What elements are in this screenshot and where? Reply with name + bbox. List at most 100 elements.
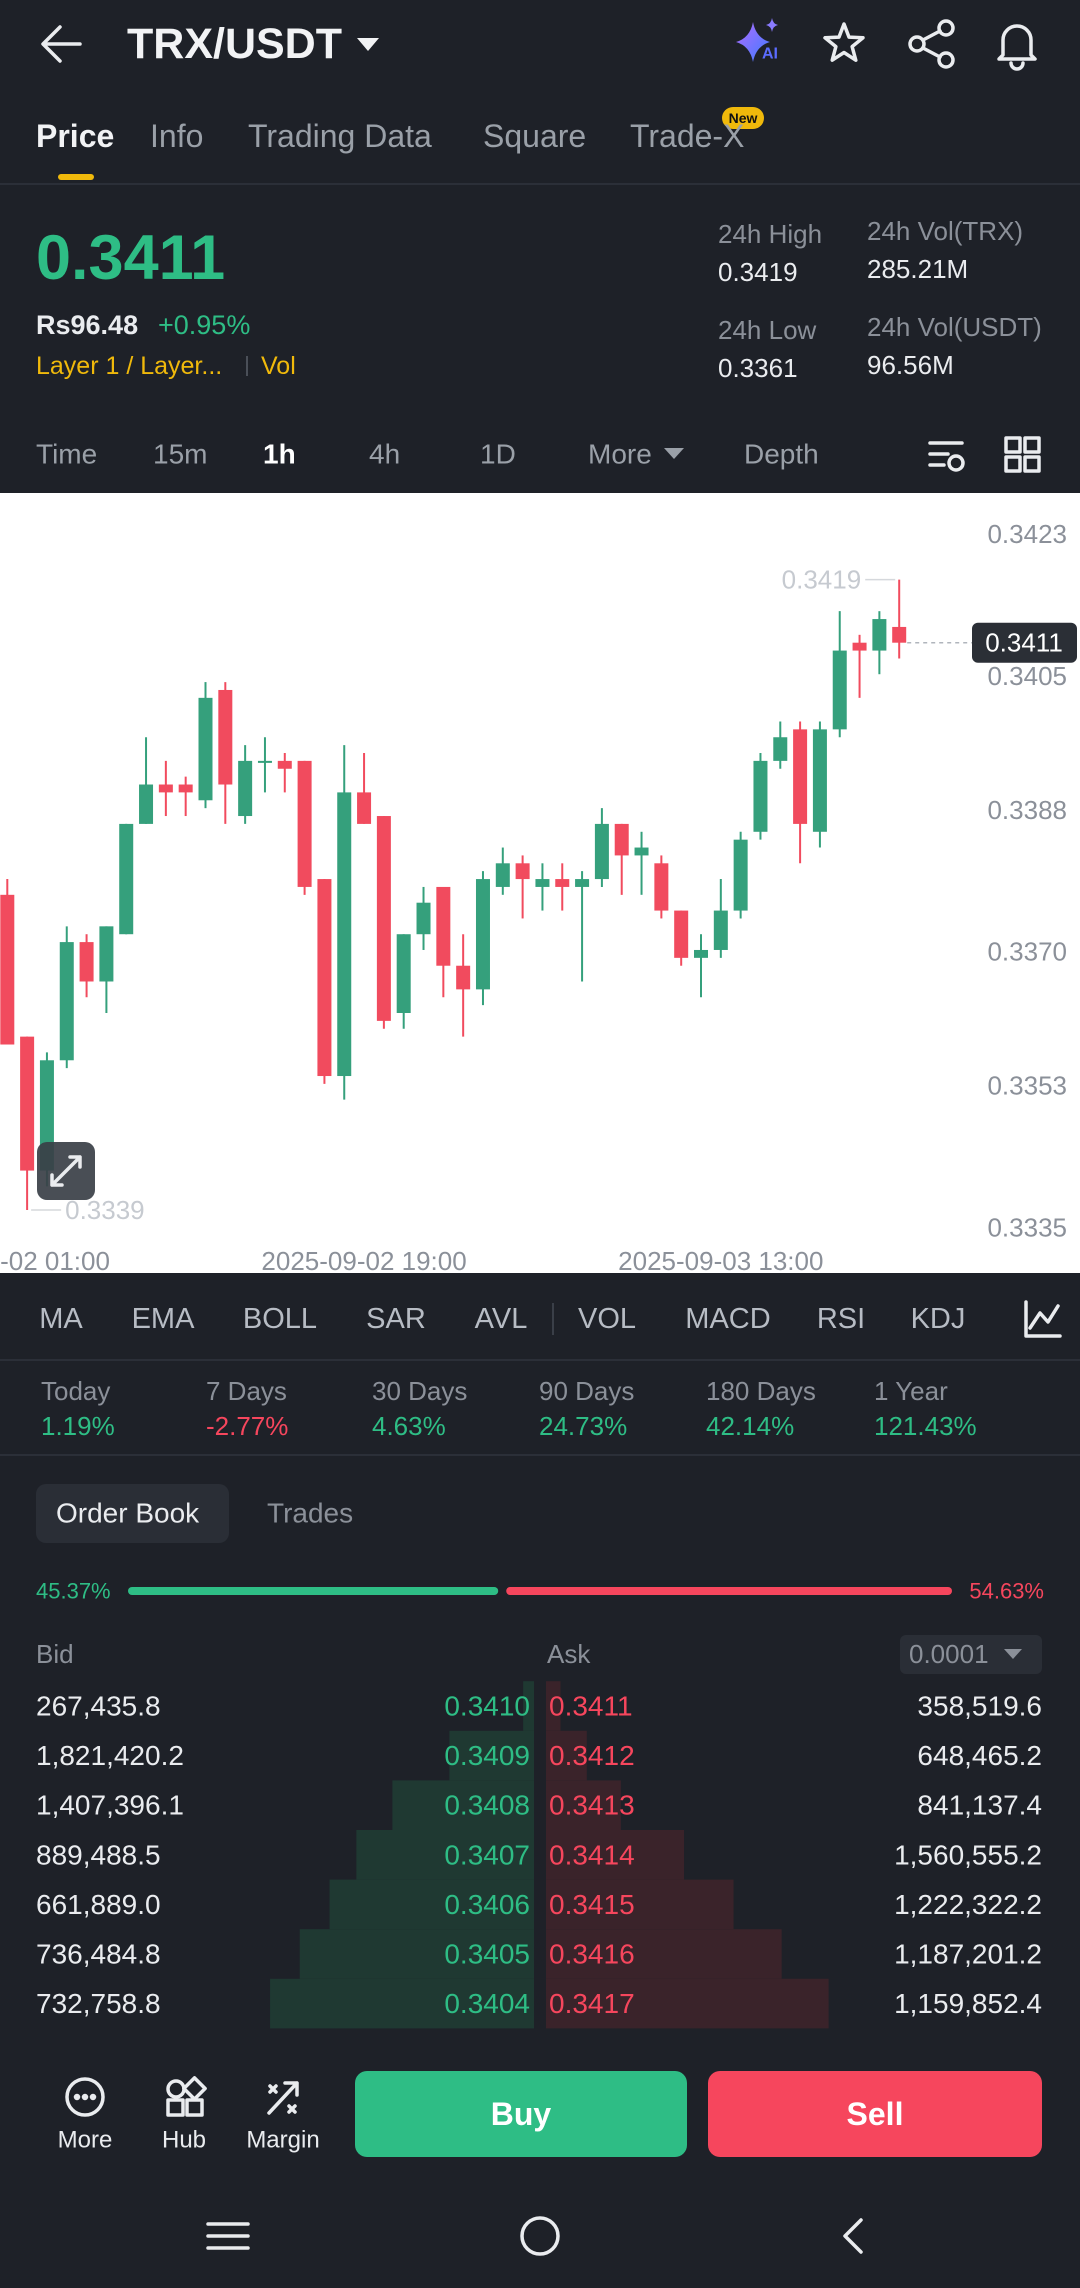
interval[interactable]: 1D (480, 439, 516, 470)
ask-depth-bar (546, 1730, 587, 1781)
ask-header: Ask (547, 1639, 591, 1669)
action-label[interactable]: More (58, 2127, 113, 2154)
ask-price[interactable]: 0.3414 (549, 1839, 635, 1870)
bid-quantity: 267,435.8 (36, 1691, 161, 1722)
tab[interactable]: Price (36, 118, 114, 154)
indicator-settings[interactable] (1024, 1300, 1062, 1338)
fullscreen-button[interactable] (37, 1142, 95, 1200)
y-tick-label: 0.3335 (987, 1212, 1067, 1242)
nav-home[interactable] (520, 2216, 560, 2256)
chart-settings-button[interactable] (928, 441, 965, 472)
indicator[interactable]: MACD (685, 1303, 770, 1335)
new-badge (722, 107, 764, 129)
layout-button[interactable] (1004, 436, 1041, 473)
candle-body (535, 879, 550, 887)
share-button[interactable] (908, 19, 955, 69)
bid-price[interactable]: 0.3406 (444, 1889, 530, 1920)
last-price-tag (972, 622, 1077, 663)
book-tab[interactable]: Order Book (56, 1498, 200, 1529)
candle-body (773, 737, 788, 761)
bid-ratio: 45.37% (36, 1579, 111, 1604)
favorite-button[interactable] (823, 22, 865, 62)
period-value: -2.77% (206, 1411, 288, 1441)
indicator[interactable]: BOLL (243, 1303, 317, 1335)
candle-body (178, 784, 193, 793)
hub-icon[interactable] (166, 2076, 207, 2117)
bid-price[interactable]: 0.3410 (444, 1691, 530, 1722)
candle-body (198, 697, 213, 801)
ask-depth-bar (546, 1978, 829, 2029)
ask-price[interactable]: 0.3413 (549, 1790, 635, 1821)
tab[interactable]: Info (150, 118, 203, 154)
tag[interactable]: Layer 1 / Layer... (36, 352, 222, 380)
bid-quantity: 736,484.8 (36, 1939, 161, 1970)
ask-price[interactable]: 0.3411 (549, 1691, 633, 1722)
pair-dropdown[interactable] (357, 38, 379, 51)
period-label: 30 Days (372, 1376, 467, 1406)
interval[interactable]: 15m (153, 439, 207, 470)
ask-price[interactable]: 0.3416 (549, 1939, 635, 1970)
notification-button[interactable] (997, 24, 1037, 71)
candle-body (277, 760, 292, 769)
stat-value: 0.3419 (718, 257, 798, 287)
ask-price[interactable]: 0.3415 (549, 1889, 635, 1920)
interval[interactable]: 4h (369, 439, 400, 470)
indicator[interactable]: SAR (366, 1303, 426, 1335)
more-icon[interactable] (65, 2077, 105, 2117)
buy-button[interactable] (355, 2071, 687, 2157)
sell-button[interactable] (708, 2071, 1042, 2157)
candle-body (674, 910, 689, 958)
book-tab[interactable]: Trades (267, 1498, 353, 1529)
precision[interactable]: 0.0001 (909, 1639, 989, 1669)
candle-body (614, 823, 629, 856)
nav-bar (0, 2190, 1080, 2288)
bid-price[interactable]: 0.3409 (444, 1740, 530, 1771)
x-tick-label: 2025-09-02 01:00 (0, 1246, 110, 1276)
ask-ratio: 54.63% (969, 1579, 1044, 1604)
ask-depth-bar (546, 1830, 685, 1880)
margin-icon[interactable] (267, 2081, 299, 2115)
order-book-tab[interactable] (36, 1484, 229, 1543)
interval[interactable]: More (588, 439, 652, 470)
last-price-label: 0.3411 (985, 628, 1063, 658)
ai-icon[interactable] (736, 22, 770, 62)
indicator[interactable]: MA (39, 1303, 83, 1335)
indicator[interactable]: VOL (578, 1303, 636, 1335)
tag[interactable]: Vol (261, 352, 296, 380)
bid-price[interactable]: 0.3408 (444, 1790, 530, 1821)
indicator[interactable]: RSI (817, 1303, 865, 1335)
nav-back[interactable] (843, 2218, 863, 2254)
bid-price[interactable]: 0.3405 (444, 1939, 530, 1970)
ask-price[interactable]: 0.3412 (549, 1740, 635, 1771)
pair-title: TRX/USDT (127, 20, 342, 68)
ask-ratio-bar (506, 1587, 952, 1595)
x-tick-label: 2025-09-03 13:00 (618, 1246, 823, 1276)
nav-menu[interactable] (206, 2222, 250, 2250)
interval[interactable]: 1h (263, 439, 296, 470)
interval[interactable]: Depth (744, 439, 819, 470)
bid-price[interactable]: 0.3407 (444, 1839, 530, 1870)
candle-body (218, 689, 233, 785)
ask-price[interactable]: 0.3417 (549, 1988, 635, 2019)
y-tick-label: 0.3353 (987, 1071, 1067, 1101)
back-button[interactable] (41, 25, 82, 63)
sell-label[interactable]: Sell (847, 2096, 904, 2132)
precision-select[interactable] (900, 1635, 1042, 1674)
fiat-price: Rs96.48 (36, 310, 138, 340)
action-label[interactable]: Margin (246, 2127, 319, 2154)
candle-body (416, 902, 431, 935)
bid-price[interactable]: 0.3404 (444, 1988, 530, 2019)
bid-ratio-bar (128, 1587, 499, 1595)
buy-label[interactable]: Buy (491, 2096, 552, 2132)
order-book: Order Book Trades 45.37% 54.63% Bid Ask 0.0001… (36, 1498, 1044, 2029)
indicator[interactable]: EMA (132, 1303, 196, 1335)
tab[interactable]: Square (483, 118, 586, 154)
action-label[interactable]: Hub (162, 2127, 206, 2154)
interval[interactable]: Time (36, 439, 97, 470)
indicator[interactable]: KDJ (911, 1303, 966, 1335)
more-dropdown[interactable] (664, 448, 684, 459)
tab[interactable]: Trade-X (630, 118, 744, 154)
indicator[interactable]: AVL (475, 1303, 528, 1335)
tab[interactable]: Trading Data (248, 118, 432, 154)
